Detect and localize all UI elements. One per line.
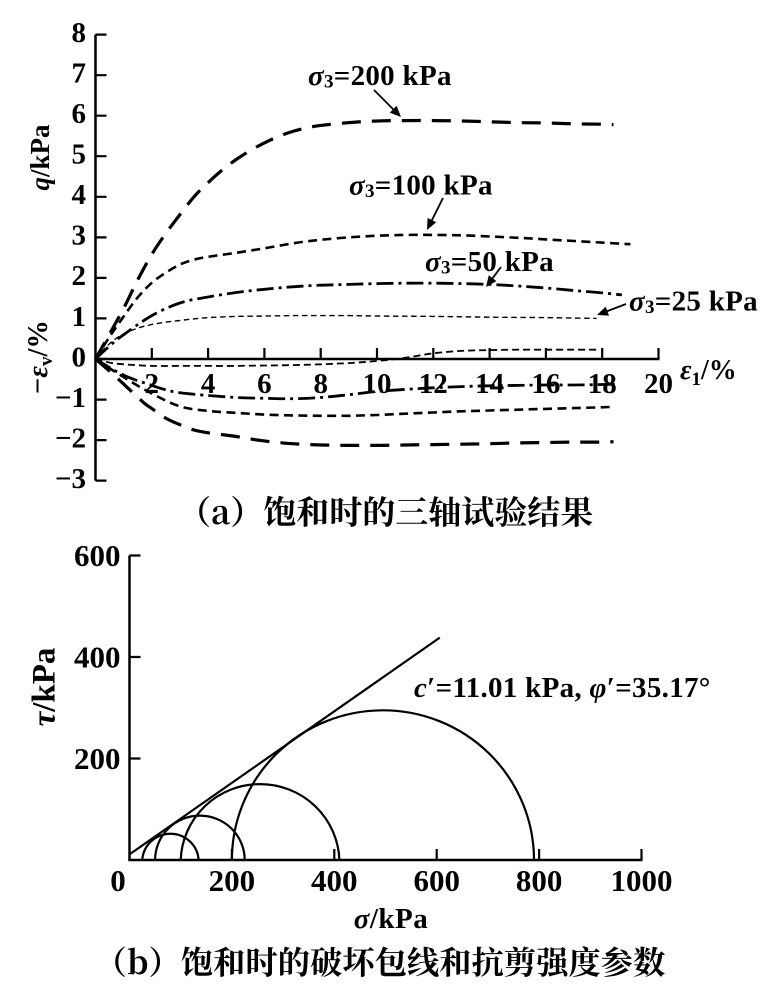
svg-text:4: 4 (201, 368, 216, 400)
svg-text:0: 0 (72, 341, 87, 373)
svg-text:3: 3 (72, 220, 87, 252)
svg-text:14: 14 (475, 368, 504, 400)
svg-text:2: 2 (145, 368, 160, 400)
svg-text:8: 8 (313, 368, 328, 400)
svg-text:7: 7 (72, 58, 87, 90)
svg-text:800: 800 (516, 863, 563, 898)
svg-text:σ3=50 kPa: σ3=50 kPa (425, 246, 554, 279)
svg-text:10: 10 (363, 368, 392, 400)
svg-text:6: 6 (257, 368, 272, 400)
svg-text:600: 600 (413, 863, 460, 898)
svg-text:q/kPa: q/kPa (25, 124, 55, 191)
svg-text:−2: −2 (55, 422, 86, 454)
svg-text:4: 4 (72, 179, 87, 211)
svg-text:c′=11.01 kPa, φ′=35.17°: c′=11.01 kPa, φ′=35.17° (414, 672, 711, 704)
svg-text:1: 1 (72, 301, 87, 333)
svg-text:200: 200 (74, 741, 121, 776)
svg-text:−1: −1 (55, 382, 86, 414)
svg-text:0: 0 (110, 863, 126, 898)
svg-text:20: 20 (644, 368, 673, 400)
svg-text:5: 5 (72, 139, 87, 171)
svg-text:8: 8 (72, 17, 87, 49)
svg-text:400: 400 (74, 639, 121, 674)
svg-text:σ3=25 kPa: σ3=25 kPa (629, 286, 758, 319)
svg-text:200: 200 (209, 863, 256, 898)
svg-text:600: 600 (74, 538, 121, 573)
svg-text:σ3=100 kPa: σ3=100 kPa (349, 170, 493, 203)
svg-text:σ3=200 kPa: σ3=200 kPa (308, 60, 452, 93)
svg-text:−3: −3 (55, 463, 86, 495)
svg-text:400: 400 (311, 863, 358, 898)
svg-text:1000: 1000 (611, 863, 673, 898)
svg-text:ε1/%: ε1/% (680, 355, 737, 390)
svg-text:6: 6 (72, 98, 87, 130)
svg-text:−εv/%: −εv/% (23, 320, 57, 394)
svg-text:18: 18 (588, 368, 617, 400)
svg-text:2: 2 (72, 260, 87, 292)
svg-text:σ/kPa: σ/kPa (354, 903, 429, 935)
svg-text:τ/kPa: τ/kPa (27, 648, 63, 727)
svg-text:16: 16 (531, 368, 560, 400)
svg-text:12: 12 (419, 368, 448, 400)
